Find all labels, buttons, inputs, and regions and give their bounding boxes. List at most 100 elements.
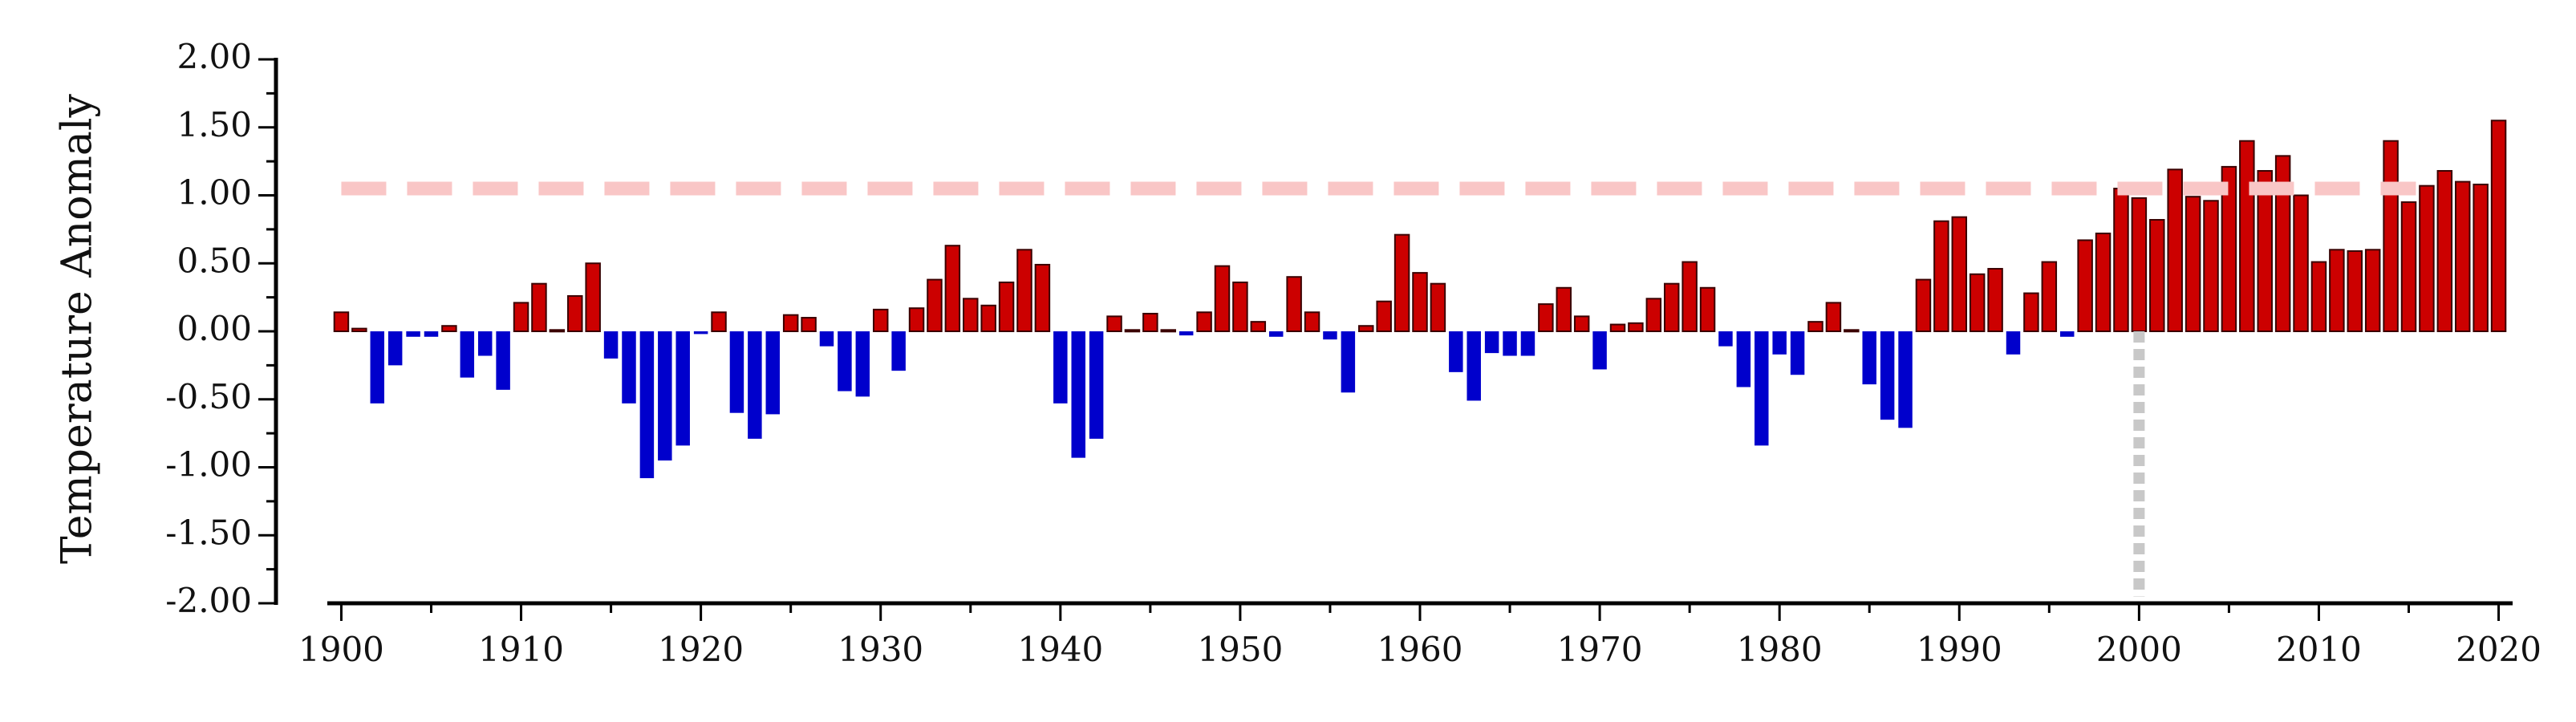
- bar-2008: [2274, 155, 2291, 332]
- bar-1918: [658, 331, 672, 461]
- bar-2001: [2149, 219, 2165, 333]
- bar-2007: [2257, 169, 2273, 332]
- bar-1964: [1484, 331, 1499, 354]
- bar-1900: [333, 311, 350, 332]
- bar-1974: [1663, 282, 1680, 332]
- bar-1983: [1825, 302, 1842, 332]
- bar-1957: [1358, 325, 1374, 333]
- bar-1946: [1160, 329, 1177, 333]
- y-tick-label: 2.00: [176, 37, 252, 76]
- reference-lines-group: [341, 181, 2416, 597]
- bar-1902: [370, 331, 385, 404]
- bar-1969: [1573, 315, 1590, 333]
- bar-1931: [891, 331, 906, 371]
- bar-1991: [1969, 273, 1986, 332]
- y-tick-label: -2.00: [165, 581, 252, 620]
- bar-1945: [1142, 312, 1158, 332]
- bar-2020: [2490, 120, 2507, 332]
- axes-group: 2.00 1.50 1.00 0.50 0.00 -0.50 -1.00 -1.50 -2.00…: [165, 37, 2542, 669]
- bar-1923: [748, 331, 762, 439]
- bar-1965: [1503, 331, 1517, 356]
- y-tick-label: 0.50: [176, 241, 252, 280]
- bar-1993: [2006, 331, 2021, 355]
- bar-2016: [2419, 185, 2435, 332]
- bar-1907: [460, 331, 475, 378]
- y-tick-label: 1.50: [176, 105, 252, 144]
- bar-1984: [1844, 329, 1860, 333]
- bar-1988: [1915, 278, 1932, 332]
- bar-1973: [1645, 298, 1662, 333]
- bar-1943: [1106, 315, 1122, 333]
- bar-1932: [908, 307, 925, 332]
- bar-1909: [496, 331, 510, 390]
- x-tick-label: 2020: [2456, 630, 2542, 669]
- x-tick-label: 1980: [1737, 630, 1823, 669]
- bar-1917: [639, 331, 655, 479]
- bar-1938: [1016, 249, 1032, 332]
- bar-1916: [622, 331, 636, 404]
- bar-1961: [1430, 282, 1446, 332]
- bar-1978: [1736, 331, 1751, 387]
- bar-2009: [2293, 194, 2309, 332]
- bar-1980: [1772, 331, 1787, 355]
- bar-1948: [1196, 311, 1212, 332]
- bar-1992: [1987, 268, 2003, 332]
- bar-1953: [1286, 276, 1302, 333]
- bar-1939: [1034, 263, 1051, 333]
- bar-1904: [406, 331, 420, 337]
- bar-1937: [998, 281, 1015, 333]
- bar-1933: [927, 278, 943, 332]
- bar-1997: [2077, 239, 2093, 332]
- bar-1989: [1933, 220, 1949, 332]
- bar-1959: [1393, 233, 1410, 332]
- bar-2003: [2185, 196, 2201, 332]
- bar-1998: [2095, 232, 2112, 332]
- bar-1968: [1556, 286, 1572, 333]
- bar-2015: [2400, 201, 2417, 332]
- bar-1913: [567, 294, 583, 332]
- bar-1951: [1250, 321, 1267, 333]
- bar-1929: [855, 331, 870, 397]
- x-tick-label: 1940: [1017, 630, 1103, 669]
- bar-1972: [1628, 322, 1644, 332]
- bar-1910: [513, 302, 529, 332]
- bar-1925: [782, 314, 799, 333]
- bar-1990: [1951, 216, 1968, 332]
- bar-1950: [1232, 281, 1248, 333]
- bar-1914: [585, 262, 601, 332]
- bar-1970: [1592, 331, 1607, 370]
- bar-2017: [2436, 169, 2453, 332]
- bar-2018: [2454, 180, 2471, 332]
- bars-group: [333, 120, 2507, 479]
- x-tick-label: 1900: [298, 630, 384, 669]
- bar-1996: [2059, 331, 2075, 337]
- bar-1954: [1304, 311, 1320, 332]
- bar-1936: [980, 304, 996, 333]
- bar-1928: [838, 331, 852, 391]
- x-tick-label: 2010: [2276, 630, 2362, 669]
- bar-2019: [2473, 183, 2489, 332]
- bar-1940: [1053, 331, 1068, 404]
- bar-1979: [1755, 331, 1769, 446]
- bar-1906: [441, 325, 457, 333]
- bar-2014: [2383, 140, 2399, 332]
- bar-1915: [603, 331, 619, 359]
- bar-1912: [549, 329, 566, 333]
- bar-1947: [1178, 331, 1194, 336]
- x-tick-label: 1930: [838, 630, 923, 669]
- bar-2004: [2203, 200, 2219, 332]
- bar-1924: [765, 331, 781, 415]
- bar-1905: [424, 331, 439, 337]
- bar-1994: [2023, 292, 2039, 333]
- bar-1941: [1071, 331, 1085, 458]
- bar-2006: [2239, 140, 2255, 332]
- bar-1952: [1268, 331, 1284, 337]
- bar-1971: [1609, 323, 1626, 332]
- bar-2010: [2310, 261, 2327, 332]
- bar-1977: [1718, 331, 1733, 347]
- x-tick-label: 1950: [1197, 630, 1283, 669]
- bar-1919: [675, 331, 690, 446]
- bar-1935: [963, 298, 979, 333]
